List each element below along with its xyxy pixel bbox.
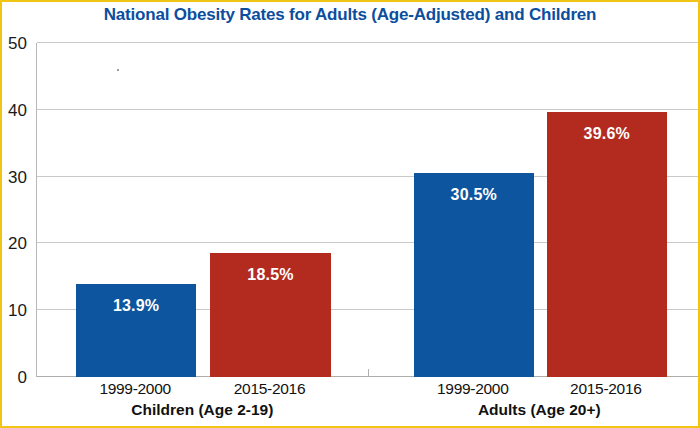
y-tick-label: 50 [8, 35, 27, 52]
artifact-dot [117, 69, 119, 71]
grid-line [37, 42, 699, 43]
y-axis: 01020304050 [2, 43, 30, 377]
x-tick-label: 2015-2016 [570, 380, 641, 399]
x-axis: 1999-2000 2015-2016 1999-2000 2015-2016 [36, 380, 698, 400]
bar-value-label: 13.9% [76, 297, 196, 315]
plot-area: 13.9% 18.5% 30.5% 39.6% [36, 43, 699, 377]
y-tick-label: 40 [8, 101, 27, 118]
x-tick-label: 2015-2016 [234, 380, 305, 399]
chart-frame: National Obesity Rates for Adults (Age-A… [0, 0, 700, 428]
bar-1999-2000: 30.5% [414, 173, 534, 377]
y-tick-label: 10 [8, 302, 27, 319]
category-label: Adults (Age 20+) [478, 401, 601, 420]
y-tick-label: 20 [8, 235, 27, 252]
bar-2015-2016: 39.6% [547, 112, 667, 377]
x-tick-label: 1999-2000 [437, 380, 508, 399]
category-label: Children (Age 2-19) [131, 401, 273, 420]
y-tick-label: 0 [18, 369, 27, 386]
category-label-row: Children (Age 2-19) Adults (Age 20+) [36, 401, 698, 421]
bar-2015-2016: 18.5% [210, 253, 330, 377]
grid-line [37, 109, 699, 110]
chart-title: National Obesity Rates for Adults (Age-A… [2, 5, 698, 25]
bar-1999-2000: 13.9% [76, 284, 196, 377]
x-tick-label: 1999-2000 [99, 380, 170, 399]
bar-value-label: 39.6% [547, 125, 667, 143]
bar-value-label: 18.5% [210, 266, 330, 284]
bar-value-label: 30.5% [414, 186, 534, 204]
y-tick-label: 30 [8, 168, 27, 185]
